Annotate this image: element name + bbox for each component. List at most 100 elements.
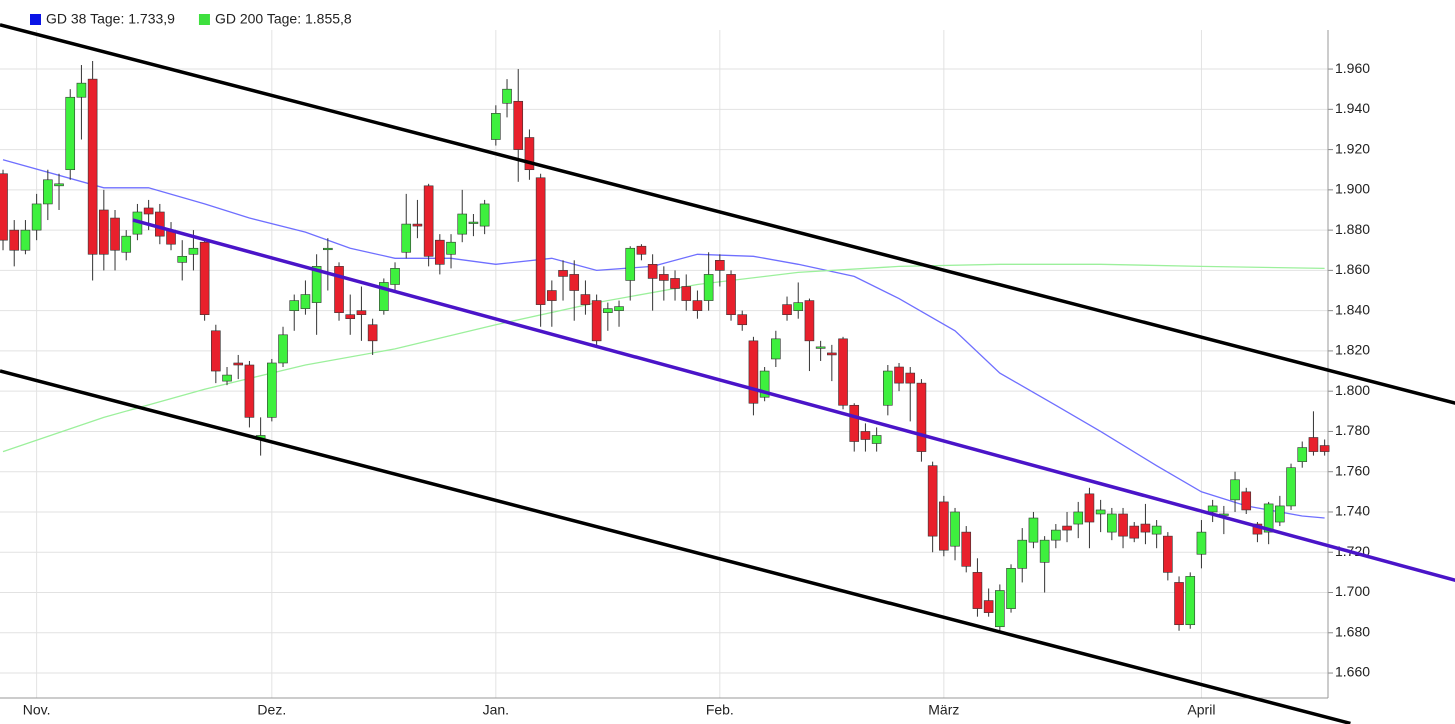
x-tick-label: Jan. <box>483 702 509 718</box>
candle-body <box>871 435 882 444</box>
candle-body <box>860 431 871 440</box>
candle-body <box>43 179 53 205</box>
y-tick-label: 1.820 <box>1335 342 1370 358</box>
y-tick-label: 1.940 <box>1335 100 1370 116</box>
candle-body <box>31 203 42 231</box>
candle-body <box>1151 525 1162 535</box>
candle-body <box>345 314 356 320</box>
candle-body <box>659 274 669 281</box>
trend-line <box>0 23 1455 405</box>
candle-body <box>435 239 445 265</box>
candle-body <box>983 600 994 613</box>
candle-body <box>199 241 210 315</box>
y-tick-label: 1.880 <box>1335 221 1370 237</box>
candle-body <box>311 266 322 303</box>
candle-body <box>715 260 725 271</box>
candle-body <box>1275 505 1285 523</box>
candle-body <box>614 306 624 311</box>
y-tick-label: 1.920 <box>1335 140 1370 156</box>
candle-body <box>1286 467 1296 507</box>
candle-body <box>479 203 490 227</box>
candle-body <box>927 465 938 537</box>
candle-body <box>143 207 154 215</box>
candle-body <box>323 247 333 251</box>
candle-body <box>188 247 199 255</box>
candle-body <box>502 88 512 104</box>
candle-body <box>356 310 367 315</box>
candle-body <box>827 352 837 356</box>
legend-label: GD 200 Tage: 1.855,8 <box>215 11 352 27</box>
y-tick-label: 1.860 <box>1335 261 1370 277</box>
candle-body <box>1207 505 1218 513</box>
candle-body <box>569 274 580 291</box>
candle-body <box>0 173 8 241</box>
candle-body <box>334 266 344 313</box>
candle-body <box>1051 529 1061 541</box>
candle-body <box>759 370 770 398</box>
candle-body <box>9 229 20 251</box>
candle-body <box>1107 513 1117 533</box>
candle-body <box>748 340 759 404</box>
trend-line <box>132 218 1455 583</box>
candle-body <box>793 302 804 311</box>
candle-body <box>1062 525 1072 531</box>
candle-body <box>300 294 311 309</box>
candle-body <box>726 274 736 315</box>
candle-body <box>883 370 893 406</box>
candle-body <box>1263 503 1274 533</box>
candle-body <box>636 245 647 255</box>
y-tick-label: 1.760 <box>1335 462 1370 478</box>
candle-body <box>99 209 109 255</box>
candle-body <box>110 217 120 251</box>
candle-body <box>591 300 602 342</box>
candle-body <box>535 177 546 305</box>
candle-body <box>54 183 64 187</box>
candle-body <box>367 324 378 342</box>
candle-body <box>1308 437 1319 452</box>
candle-body <box>894 366 904 384</box>
candle-body <box>1073 511 1084 525</box>
candle-body <box>815 346 826 349</box>
candle-body <box>603 308 613 313</box>
y-tick-label: 1.700 <box>1335 583 1370 599</box>
candle-body <box>1129 525 1140 539</box>
y-tick-label: 1.800 <box>1335 382 1370 398</box>
candle-body <box>1017 539 1028 569</box>
candle-body <box>1006 568 1016 609</box>
moving-average-line <box>2 263 1325 453</box>
candle-body <box>1084 493 1095 523</box>
candle-body <box>580 294 591 305</box>
candle-body <box>670 278 680 289</box>
candle-body <box>692 300 703 311</box>
candle-body <box>647 264 658 279</box>
candle-body <box>401 223 412 253</box>
candle-body <box>804 300 815 342</box>
candle-body <box>681 286 692 301</box>
candle-body <box>468 221 479 224</box>
candle-body <box>1230 479 1240 501</box>
candle-body <box>939 501 949 551</box>
candle-body <box>972 572 983 609</box>
candle-body <box>771 338 781 360</box>
legend-swatch <box>30 14 41 25</box>
candle-body <box>412 223 423 227</box>
candle-body <box>211 330 221 372</box>
candle-body <box>961 531 972 567</box>
candle-body <box>1196 531 1207 555</box>
y-tick-label: 1.780 <box>1335 422 1370 438</box>
candle-body <box>1140 523 1151 533</box>
candle-body <box>838 338 848 406</box>
y-tick-label: 1.960 <box>1335 60 1370 76</box>
x-tick-label: Feb. <box>706 702 734 718</box>
candle-body <box>278 334 288 364</box>
y-tick-label: 1.740 <box>1335 503 1370 519</box>
candle-body <box>177 255 188 263</box>
candle-body <box>782 304 792 315</box>
candle-body <box>1028 517 1039 543</box>
candle-body <box>703 274 714 301</box>
candle-body <box>267 362 277 418</box>
y-tick-label: 1.660 <box>1335 664 1370 680</box>
candle-body <box>1163 535 1173 573</box>
candle-body <box>1039 539 1050 563</box>
legend-swatch <box>198 14 210 25</box>
